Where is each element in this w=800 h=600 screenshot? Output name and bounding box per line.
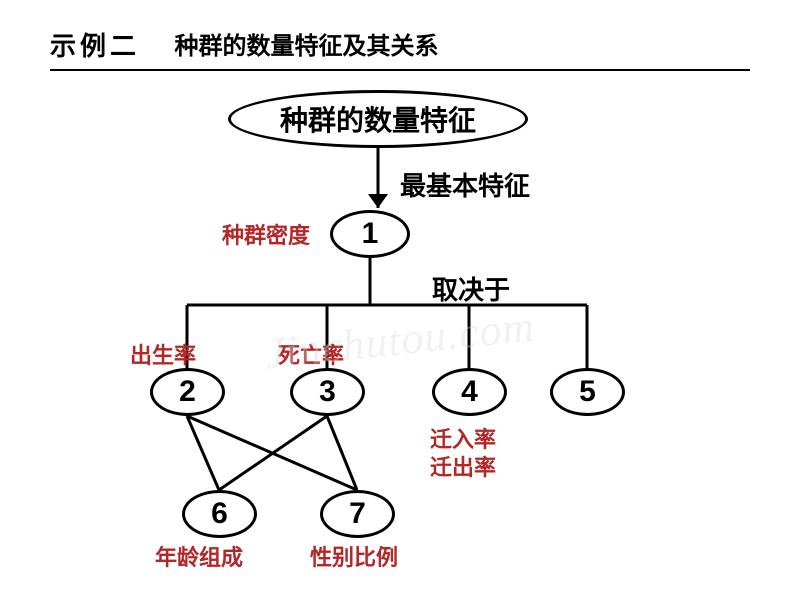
node-7-text: 7 [349,497,366,531]
node-1: 1 [330,210,410,258]
label-age: 年龄组成 [155,540,243,572]
label-death: 死亡率 [278,338,344,370]
root-node-text: 种群的数量特征 [280,99,476,139]
node-6-text: 6 [211,497,228,531]
node-2-text: 2 [179,375,196,409]
diagram-canvas: 种群的数量特征 1 2 3 4 5 6 7 最基本特征 取决于 种群密度 出生率… [0,80,800,600]
header-example-label: 示例二 [50,26,140,63]
header: 示例二 种群的数量特征及其关系 [50,26,750,71]
node-5-text: 5 [579,375,596,409]
label-density: 种群密度 [222,218,310,250]
label-birth: 出生率 [130,338,196,370]
label-emigrate: 迁出率 [430,450,496,482]
node-3-text: 3 [319,375,336,409]
root-node: 种群的数量特征 [228,90,528,148]
label-depends: 取决于 [432,270,510,307]
node-1-text: 1 [362,217,379,251]
label-basic: 最基本特征 [400,166,530,203]
node-4-text: 4 [461,375,478,409]
node-2: 2 [150,368,225,416]
node-3: 3 [290,368,365,416]
node-7: 7 [320,490,395,538]
node-5: 5 [550,368,625,416]
node-4: 4 [432,368,507,416]
edges-layer [0,80,800,600]
header-title: 种群的数量特征及其关系 [174,26,438,61]
node-6: 6 [182,490,257,538]
label-sex: 性别比例 [310,540,398,572]
